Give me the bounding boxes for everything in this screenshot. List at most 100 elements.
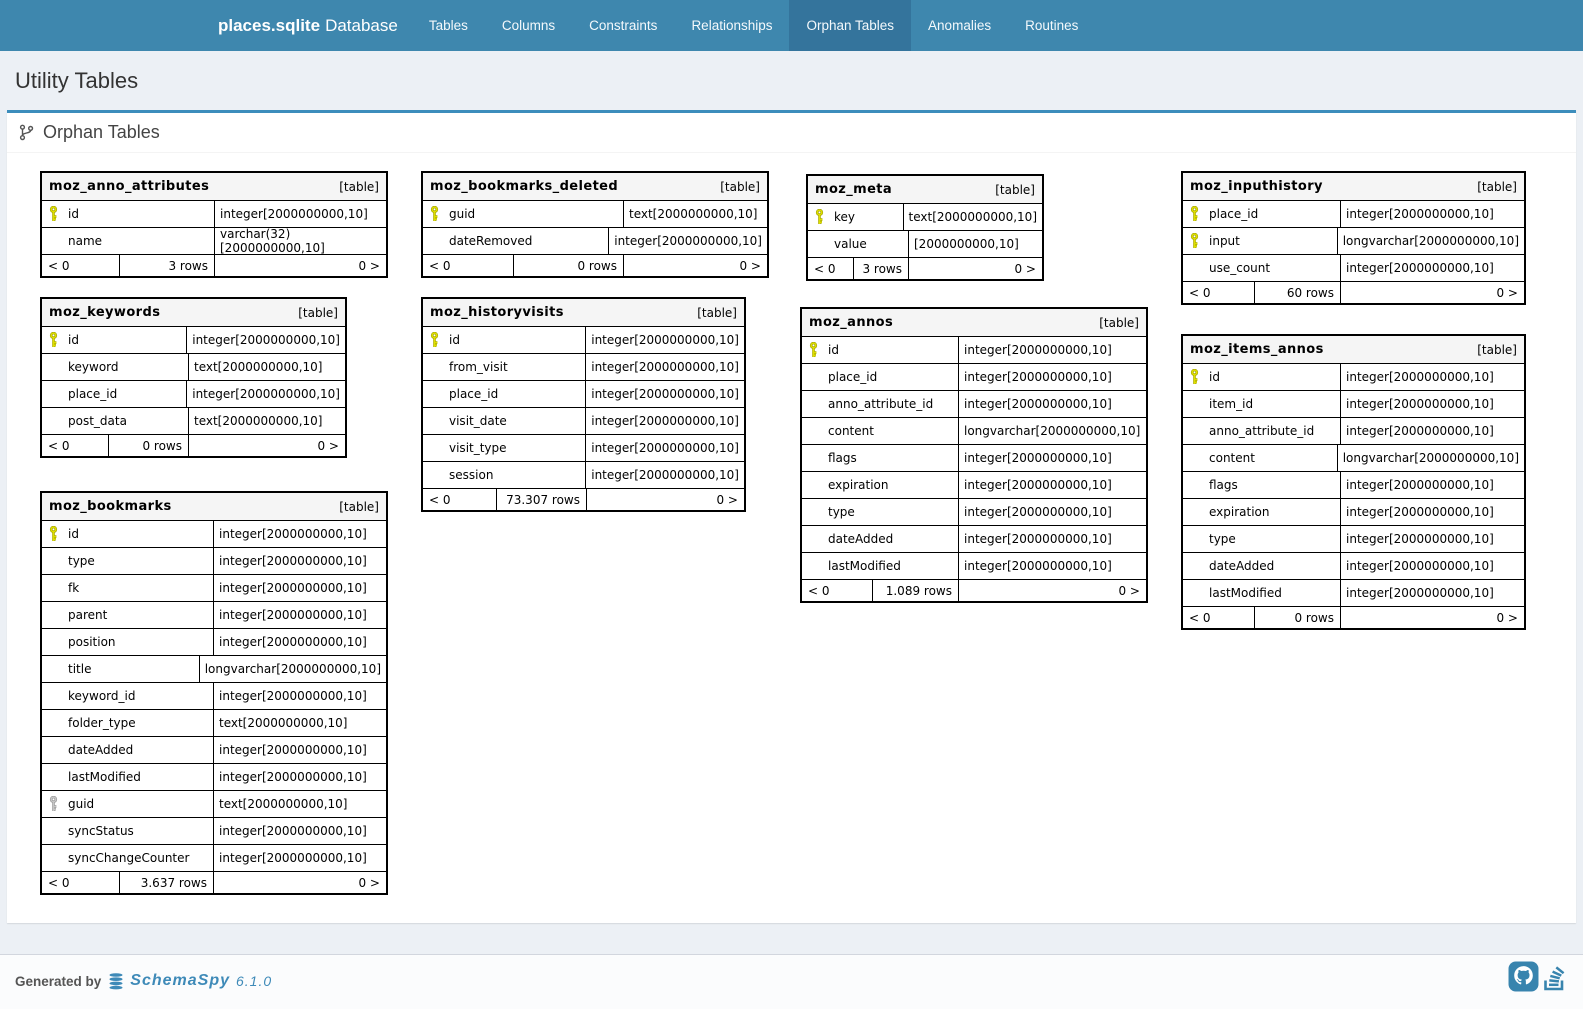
column-name: syncStatus: [68, 824, 134, 838]
schema-table[interactable]: moz_inputhistory [table] place_id intege…: [1181, 171, 1526, 305]
column-type: integer[2000000000,10]: [958, 391, 1146, 417]
schema-table[interactable]: moz_bookmarks [table] id integer[2000000…: [40, 491, 388, 895]
table-badge: [table]: [1477, 342, 1517, 357]
table-row: type integer[2000000000,10]: [1183, 525, 1524, 552]
orphan-tables-panel: Orphan Tables moz_anno_attributes [table…: [7, 110, 1576, 923]
column-name: type: [68, 554, 95, 568]
github-link[interactable]: [1508, 961, 1539, 992]
column-name: keyword_id: [68, 689, 136, 703]
schema-table[interactable]: moz_keywords [table] id integer[20000000…: [40, 297, 347, 458]
column-type: text[2000000000,10]: [623, 201, 767, 227]
brand-database-name: places.sqlite: [218, 15, 321, 35]
table-row: syncStatus integer[2000000000,10]: [42, 817, 386, 844]
table-row: session integer[2000000000,10]: [423, 461, 744, 488]
row-count: 0 rows: [107, 435, 188, 456]
column-name: dateRemoved: [449, 234, 533, 248]
column-name: place_id: [449, 387, 499, 401]
column-type: integer[2000000000,10]: [958, 499, 1146, 525]
orphan-diagram: moz_anno_attributes [table] id integer[2…: [7, 153, 1576, 923]
column-name: key: [834, 210, 856, 224]
schema-table-header: moz_bookmarks_deleted [table]: [423, 173, 767, 200]
column-name: folder_type: [68, 716, 136, 730]
nav-item-orphan-tables[interactable]: Orphan Tables: [789, 0, 912, 51]
table-row: id integer[2000000000,10]: [802, 336, 1146, 363]
column-name: guid: [68, 797, 95, 811]
primary-key-icon: [808, 342, 819, 358]
column-type: text[2000000000,10]: [902, 204, 1042, 230]
key-slot: [48, 233, 59, 249]
table-row: lastModified integer[2000000000,10]: [1183, 579, 1524, 606]
column-name: dateAdded: [68, 743, 134, 757]
primary-key-icon: [48, 332, 59, 348]
schema-table[interactable]: moz_annos [table] id integer[2000000000,…: [800, 307, 1148, 603]
table-row: keyword text[2000000000,10]: [42, 353, 345, 380]
table-row: anno_attribute_id integer[2000000000,10]: [1183, 417, 1524, 444]
table-row: input longvarchar[2000000000,10]: [1183, 227, 1524, 254]
table-footer: < 0 73.307 rows 0 >: [423, 488, 744, 510]
schema-table-header: moz_inputhistory [table]: [1183, 173, 1524, 200]
column-name: place_id: [68, 387, 118, 401]
pager-next: 0 >: [1339, 282, 1524, 303]
nav-item-routines[interactable]: Routines: [1025, 18, 1079, 33]
table-row: parent integer[2000000000,10]: [42, 601, 386, 628]
column-type: text[2000000000,10]: [213, 710, 386, 736]
key-slot: [48, 823, 59, 839]
column-type: integer[2000000000,10]: [1340, 418, 1524, 444]
column-type: integer[2000000000,10]: [213, 602, 386, 628]
column-name: value: [834, 237, 867, 251]
key-slot: [1189, 423, 1200, 439]
schema-table[interactable]: moz_historyvisits [table] id integer[200…: [421, 297, 746, 512]
table-row: place_id integer[2000000000,10]: [802, 363, 1146, 390]
column-name: parent: [68, 608, 108, 622]
nav-item-anomalies[interactable]: Anomalies: [928, 18, 992, 33]
brand[interactable]: places.sqlite Database: [218, 0, 412, 51]
key-slot: [1189, 504, 1200, 520]
table-footer: < 0 1.089 rows 0 >: [802, 579, 1146, 601]
column-type: integer[2000000000,10]: [213, 548, 386, 574]
column-name: guid: [449, 207, 476, 221]
key-slot: [429, 440, 440, 456]
table-row: fk integer[2000000000,10]: [42, 574, 386, 601]
table-row: place_id integer[2000000000,10]: [42, 380, 345, 407]
table-row: place_id integer[2000000000,10]: [423, 380, 744, 407]
column-type: integer[2000000000,10]: [1340, 499, 1524, 525]
schema-table[interactable]: moz_meta [table] key text[2000000000,10]…: [806, 174, 1044, 281]
schema-table[interactable]: moz_anno_attributes [table] id integer[2…: [40, 171, 388, 278]
table-row: guid text[2000000000,10]: [42, 790, 386, 817]
primary-key-icon: [48, 206, 59, 222]
table-row: dateAdded integer[2000000000,10]: [1183, 552, 1524, 579]
key-slot: [1189, 450, 1200, 466]
column-name: id: [68, 333, 79, 347]
primary-key-icon: [48, 526, 59, 542]
key-slot: [429, 467, 440, 483]
column-type: integer[2000000000,10]: [958, 364, 1146, 390]
key-slot: [429, 413, 440, 429]
table-row: anno_attribute_id integer[2000000000,10]: [802, 390, 1146, 417]
main-footer: Generated by SchemaSpy 6.1.0: [0, 954, 1583, 1009]
column-type: integer[2000000000,10]: [213, 764, 386, 790]
pager-prev: < 0: [808, 583, 830, 598]
schemaspy-link[interactable]: SchemaSpy 6.1.0: [108, 972, 272, 990]
table-row: id integer[2000000000,10]: [42, 200, 386, 227]
table-name: moz_items_annos: [1190, 342, 1324, 357]
nav-item-columns[interactable]: Columns: [501, 18, 556, 33]
nav-item-tables[interactable]: Tables: [428, 18, 468, 33]
column-type: integer[2000000000,10]: [585, 462, 744, 488]
table-row: value [2000000000,10]: [808, 230, 1042, 257]
key-slot: [48, 688, 59, 704]
nav-item-relationships[interactable]: Relationships: [691, 18, 773, 33]
key-slot: [808, 423, 819, 439]
primary-key-icon: [429, 332, 440, 348]
nav-item-constraints[interactable]: Constraints: [589, 18, 658, 33]
key-slot: [48, 742, 59, 758]
schema-table[interactable]: moz_items_annos [table] id integer[20000…: [1181, 334, 1526, 630]
column-type: text[2000000000,10]: [188, 354, 345, 380]
column-type: integer[2000000000,10]: [186, 381, 345, 407]
column-name: lastModified: [1209, 586, 1282, 600]
column-type: integer[2000000000,10]: [186, 327, 345, 353]
nav-links: Tables Columns Constraints Relationships…: [412, 0, 1096, 51]
stackoverflow-link[interactable]: [1542, 961, 1569, 992]
column-name: type: [1209, 532, 1236, 546]
table-footer: < 0 60 rows 0 >: [1183, 281, 1524, 303]
schema-table[interactable]: moz_bookmarks_deleted [table] guid text[…: [421, 171, 769, 278]
